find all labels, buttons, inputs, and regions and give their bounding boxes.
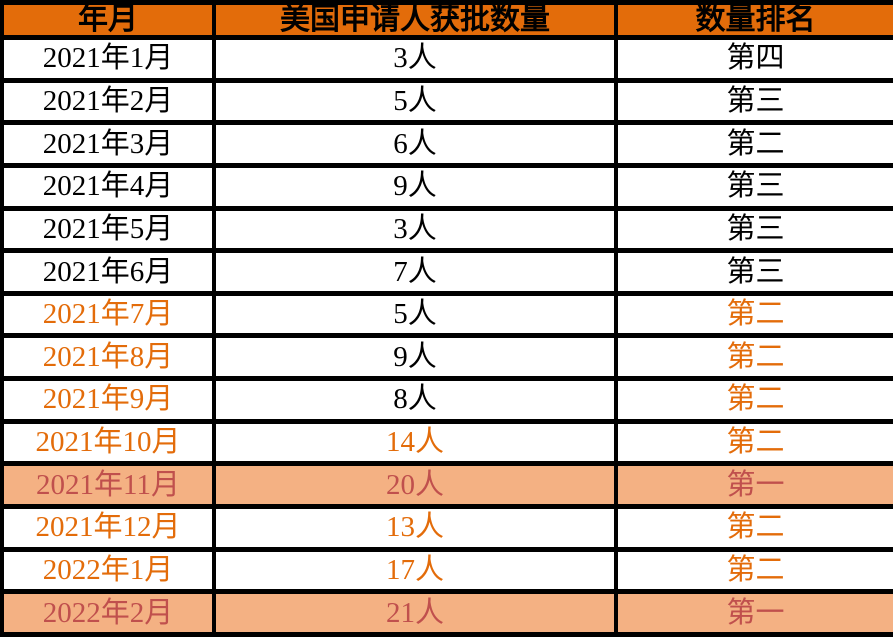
rank-cell: 第四 — [614, 35, 893, 83]
table-row: 2021年4月 9人 第三 — [0, 162, 893, 211]
count-cell: 3人 — [212, 205, 618, 254]
rank-cell: 第二 — [614, 418, 893, 467]
table-header-row: 年月 美国申请人获批数量 数量排名 — [0, 0, 893, 40]
table-row: 2021年5月 3人 第三 — [0, 205, 893, 254]
count-cell: 9人 — [212, 333, 618, 382]
table-row: 2021年12月 13人 第二 — [0, 504, 893, 552]
month-cell: 2021年12月 — [0, 504, 216, 552]
count-cell: 5人 — [212, 290, 618, 339]
count-cell: 17人 — [212, 546, 618, 595]
table-row: 2021年8月 9人 第二 — [0, 333, 893, 382]
month-cell: 2022年2月 — [0, 589, 216, 637]
table-row: 2021年9月 8人 第二 — [0, 376, 893, 424]
count-cell: 21人 — [212, 589, 618, 637]
table-row-highlighted: 2021年11月 20人 第一 — [0, 461, 893, 510]
rank-cell: 第三 — [614, 205, 893, 254]
month-cell: 2021年3月 — [0, 120, 216, 168]
month-cell: 2021年2月 — [0, 77, 216, 126]
count-cell: 7人 — [212, 248, 618, 296]
table-row: 2021年6月 7人 第三 — [0, 248, 893, 296]
rank-cell: 第三 — [614, 162, 893, 211]
month-cell: 2022年1月 — [0, 546, 216, 595]
table-row: 2021年3月 6人 第二 — [0, 120, 893, 168]
col-header-rank: 数量排名 — [614, 0, 893, 40]
count-cell: 14人 — [212, 418, 618, 467]
col-header-month: 年月 — [0, 0, 216, 40]
month-cell: 2021年10月 — [0, 418, 216, 467]
count-cell: 20人 — [212, 461, 618, 510]
count-cell: 3人 — [212, 35, 618, 83]
table-row: 2021年2月 5人 第三 — [0, 77, 893, 126]
month-cell: 2021年6月 — [0, 248, 216, 296]
month-cell: 2021年8月 — [0, 333, 216, 382]
count-cell: 9人 — [212, 162, 618, 211]
table-row: 2022年1月 17人 第二 — [0, 546, 893, 595]
count-cell: 5人 — [212, 77, 618, 126]
rank-cell: 第一 — [614, 589, 893, 637]
rank-cell: 第一 — [614, 461, 893, 510]
rank-cell: 第二 — [614, 120, 893, 168]
table-row: 2021年7月 5人 第二 — [0, 290, 893, 339]
rank-cell: 第二 — [614, 290, 893, 339]
month-cell: 2021年9月 — [0, 376, 216, 424]
count-cell: 8人 — [212, 376, 618, 424]
rank-cell: 第三 — [614, 77, 893, 126]
month-cell: 2021年5月 — [0, 205, 216, 254]
month-cell: 2021年7月 — [0, 290, 216, 339]
col-header-approved-count: 美国申请人获批数量 — [212, 0, 618, 40]
table-row: 2021年10月 14人 第二 — [0, 418, 893, 467]
rank-cell: 第二 — [614, 333, 893, 382]
count-cell: 6人 — [212, 120, 618, 168]
table-row-highlighted: 2022年2月 21人 第一 — [0, 589, 893, 637]
month-cell: 2021年11月 — [0, 461, 216, 510]
rank-cell: 第二 — [614, 504, 893, 552]
table-row: 2021年1月 3人 第四 — [0, 35, 893, 83]
count-cell: 13人 — [212, 504, 618, 552]
rank-cell: 第三 — [614, 248, 893, 296]
rank-cell: 第二 — [614, 546, 893, 595]
rank-cell: 第二 — [614, 376, 893, 424]
month-cell: 2021年1月 — [0, 35, 216, 83]
month-cell: 2021年4月 — [0, 162, 216, 211]
